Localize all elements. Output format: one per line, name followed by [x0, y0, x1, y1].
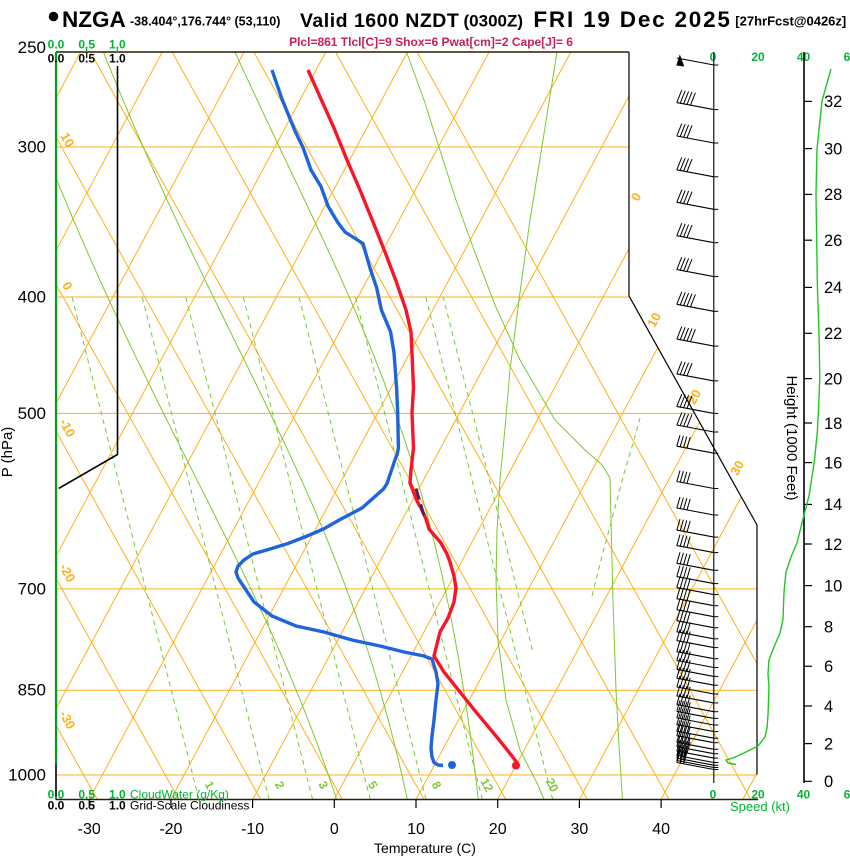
svg-text:0.0: 0.0 — [48, 52, 65, 66]
svg-text:0.0: 0.0 — [48, 38, 65, 52]
svg-text:Valid 1600 NZDT: Valid 1600 NZDT — [300, 10, 459, 32]
svg-text:700: 700 — [18, 579, 46, 598]
svg-text:10: 10 — [407, 821, 425, 838]
svg-text:-10: -10 — [241, 821, 264, 838]
svg-text:FRI 19 Dec 2025: FRI 19 Dec 2025 — [533, 7, 731, 32]
svg-text:32: 32 — [824, 93, 842, 111]
svg-text:0: 0 — [710, 788, 717, 802]
svg-text:26: 26 — [824, 232, 842, 250]
svg-text:1000: 1000 — [8, 766, 46, 785]
svg-text:Height (1000 Feet): Height (1000 Feet) — [783, 375, 800, 500]
svg-text:10: 10 — [824, 577, 842, 595]
svg-text:CloudWater (g/Kg): CloudWater (g/Kg) — [130, 788, 229, 802]
svg-text:P (hPa): P (hPa) — [0, 427, 16, 478]
svg-text:20: 20 — [751, 788, 765, 802]
svg-text:-30: -30 — [78, 821, 101, 838]
svg-text:500: 500 — [18, 404, 46, 423]
svg-text:22: 22 — [824, 325, 842, 343]
svg-text:[27hrFcst@0426z]: [27hrFcst@0426z] — [735, 14, 846, 29]
svg-text:18: 18 — [824, 415, 842, 433]
svg-text:20: 20 — [824, 370, 842, 388]
svg-text:12: 12 — [478, 776, 497, 795]
svg-text:-38.404°,176.744° (53,110): -38.404°,176.744° (53,110) — [130, 15, 280, 29]
svg-text:Grid-Scale Cloudiness: Grid-Scale Cloudiness — [130, 799, 249, 813]
svg-text:0: 0 — [710, 50, 717, 64]
svg-text:0.0: 0.0 — [48, 788, 65, 802]
svg-text:24: 24 — [824, 279, 842, 297]
svg-text:1.0: 1.0 — [109, 799, 126, 813]
svg-text:20: 20 — [489, 821, 507, 838]
svg-text:0.0: 0.0 — [48, 799, 65, 813]
svg-text:6: 6 — [844, 50, 850, 64]
svg-text:14: 14 — [824, 496, 842, 514]
svg-text:Plcl=861 Tlcl[C]=9 Shox=6 Pwat: Plcl=861 Tlcl[C]=9 Shox=6 Pwat[cm]=2 Cap… — [289, 35, 573, 49]
svg-text:Speed (kt): Speed (kt) — [730, 799, 790, 814]
svg-text:400: 400 — [18, 288, 46, 307]
svg-text:1.0: 1.0 — [109, 38, 126, 52]
svg-text:0: 0 — [330, 821, 339, 838]
svg-text:0: 0 — [824, 773, 833, 791]
svg-text:40: 40 — [652, 821, 670, 838]
svg-text:40: 40 — [797, 788, 811, 802]
svg-text:28: 28 — [824, 186, 842, 204]
svg-text:0.5: 0.5 — [78, 799, 95, 813]
svg-text:10: 10 — [644, 310, 664, 330]
svg-text:NZGA: NZGA — [62, 7, 126, 32]
svg-text:4: 4 — [824, 698, 833, 716]
svg-text:20: 20 — [751, 50, 765, 64]
svg-text:8: 8 — [824, 619, 833, 637]
svg-text:1.0: 1.0 — [109, 788, 126, 802]
svg-text:850: 850 — [18, 681, 46, 700]
svg-text:20: 20 — [543, 776, 562, 795]
svg-text:1.0: 1.0 — [109, 52, 126, 66]
svg-text:10: 10 — [57, 130, 77, 150]
svg-text:16: 16 — [824, 454, 842, 472]
svg-text:30: 30 — [571, 821, 589, 838]
svg-text:Temperature (C): Temperature (C) — [374, 840, 476, 856]
svg-text:0.5: 0.5 — [78, 38, 95, 52]
svg-text:30: 30 — [824, 140, 842, 158]
svg-text:6: 6 — [844, 788, 850, 802]
svg-text:2: 2 — [824, 735, 833, 753]
svg-text:0.5: 0.5 — [78, 52, 95, 66]
svg-text:-20: -20 — [159, 821, 182, 838]
svg-text:300: 300 — [18, 138, 46, 157]
svg-text:(0300Z): (0300Z) — [464, 12, 524, 31]
svg-text:6: 6 — [824, 658, 833, 676]
svg-text:30: 30 — [727, 458, 747, 478]
svg-text:250: 250 — [18, 38, 46, 57]
svg-text:20: 20 — [684, 387, 704, 407]
svg-text:12: 12 — [824, 536, 842, 554]
svg-text:0.5: 0.5 — [78, 788, 95, 802]
